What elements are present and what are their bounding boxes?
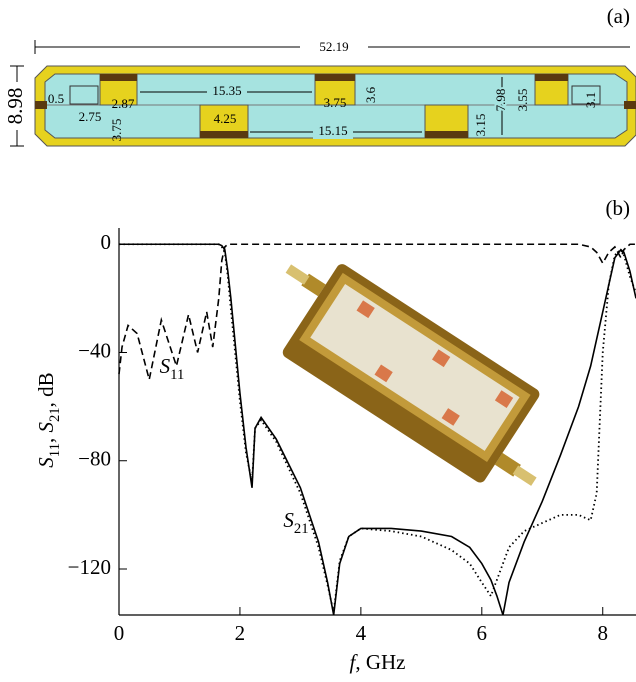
dimension-label: 7.98	[493, 89, 508, 112]
dimension-label: 3.75	[109, 119, 124, 142]
diagram: (a) 52.19 8.98 0.5 2.75 2.87 3.75	[3, 4, 636, 146]
pad-edge	[425, 131, 468, 138]
dimension-label: 15.15	[318, 123, 347, 138]
y-tick-label: −40	[78, 338, 111, 362]
dimension-label: 15.35	[212, 83, 241, 98]
pad-edge	[100, 74, 137, 81]
pad-edge	[535, 74, 568, 81]
dimension-label: 52.19	[319, 39, 348, 54]
y-tick-label: −80	[78, 447, 111, 471]
y-tick-label: 0	[101, 230, 112, 254]
dimension-label: 3.15	[473, 114, 488, 137]
photo-inset	[247, 240, 577, 508]
annotation: S11	[160, 354, 185, 384]
dimension-label: 0.5	[48, 91, 64, 106]
dimension-label: 8.98	[3, 88, 27, 125]
figure: (a) 52.19 8.98 0.5 2.75 2.87 3.75	[0, 0, 636, 682]
dimension-label: 3.75	[324, 95, 347, 110]
x-tick-label: 2	[235, 621, 246, 645]
panel-label: (b)	[606, 196, 631, 220]
dimension-label: 3.55	[515, 89, 530, 112]
x-tick-label: 6	[477, 621, 488, 645]
x-tick-label: 8	[597, 621, 608, 645]
y-axis-label: S11, S21, dB	[34, 372, 64, 467]
pad-edge	[200, 131, 248, 138]
connector	[513, 466, 537, 486]
x-tick-label: 4	[356, 621, 367, 645]
connector	[286, 264, 310, 284]
dimension-label: 2.87	[112, 96, 135, 111]
x-axis-label: f, GHz	[350, 650, 406, 674]
dimension-label: 2.75	[79, 109, 102, 124]
y-tick-label: −120	[68, 555, 111, 579]
dimension-label: 3.6	[363, 86, 378, 103]
panel-label: (a)	[607, 4, 630, 28]
annotation: S21	[283, 508, 308, 538]
dimension-label: 4.25	[214, 111, 237, 126]
port	[624, 101, 636, 109]
dimension-label: 3.1	[583, 92, 598, 108]
x-tick-label: 0	[114, 621, 125, 645]
pad-edge	[315, 74, 355, 81]
port	[35, 101, 47, 109]
